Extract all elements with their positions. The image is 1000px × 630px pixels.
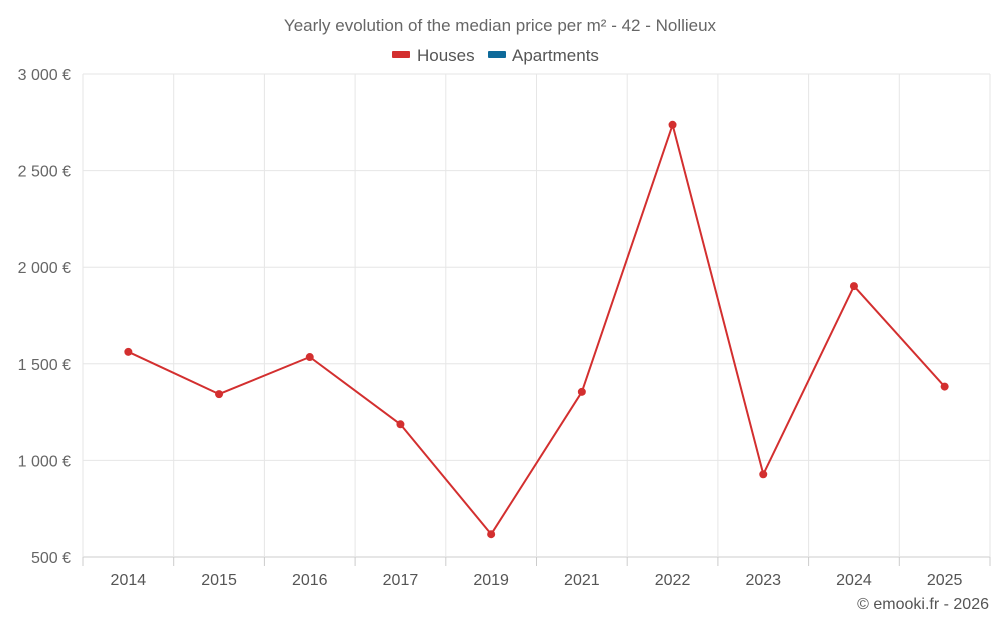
x-tick-label: 2017 xyxy=(383,572,419,589)
series-line-houses xyxy=(127,123,946,536)
legend-item-apartments[interactable]: Apartments xyxy=(488,46,599,65)
x-tick-label: 2014 xyxy=(111,572,147,589)
data-point-houses-2021[interactable] xyxy=(577,387,586,396)
grid-layer xyxy=(82,73,991,558)
x-tick-label: 2021 xyxy=(564,572,600,589)
legend-item-houses[interactable]: Houses xyxy=(392,46,475,65)
y-tick-label: 1 000 € xyxy=(18,453,71,470)
x-tick-label: 2023 xyxy=(745,572,781,589)
data-point-houses-2025[interactable] xyxy=(940,382,949,391)
y-tick-label: 1 500 € xyxy=(18,357,71,374)
x-tick-label: 2024 xyxy=(836,572,872,589)
data-point-houses-2014[interactable] xyxy=(124,347,133,356)
axis-layer xyxy=(82,557,991,566)
y-tick-label: 2 000 € xyxy=(18,260,71,277)
data-point-houses-2019[interactable] xyxy=(487,530,496,539)
series-layer xyxy=(124,120,949,539)
x-tick-label: 2025 xyxy=(927,572,963,589)
credit-text: © emooki.fr - 2026 xyxy=(857,596,989,613)
legend-label-houses: Houses xyxy=(417,46,475,65)
x-tick-label: 2016 xyxy=(292,572,328,589)
legend-swatch-apartments xyxy=(488,51,506,58)
data-point-houses-2015[interactable] xyxy=(215,390,224,399)
chart-title: Yearly evolution of the median price per… xyxy=(284,16,717,35)
y-tick-label: 2 500 € xyxy=(18,164,71,181)
data-point-houses-2023[interactable] xyxy=(759,470,768,479)
data-point-houses-2017[interactable] xyxy=(396,420,405,429)
legend[interactable]: Houses Apartments xyxy=(392,46,599,65)
data-point-houses-2022[interactable] xyxy=(668,120,677,129)
x-tick-label: 2022 xyxy=(655,572,691,589)
x-tick-label: 2015 xyxy=(201,572,237,589)
data-point-houses-2024[interactable] xyxy=(849,282,858,291)
y-tick-label: 500 € xyxy=(31,550,71,567)
data-point-houses-2016[interactable] xyxy=(305,353,314,362)
x-tick-label: 2019 xyxy=(473,572,509,589)
legend-swatch-houses xyxy=(392,51,410,58)
label-layer: 500 € 1 000 € 1 500 € 2 000 € 2 500 € 3 000 €… xyxy=(18,67,963,589)
y-tick-label: 3 000 € xyxy=(18,67,71,84)
legend-label-apartments: Apartments xyxy=(512,46,599,65)
